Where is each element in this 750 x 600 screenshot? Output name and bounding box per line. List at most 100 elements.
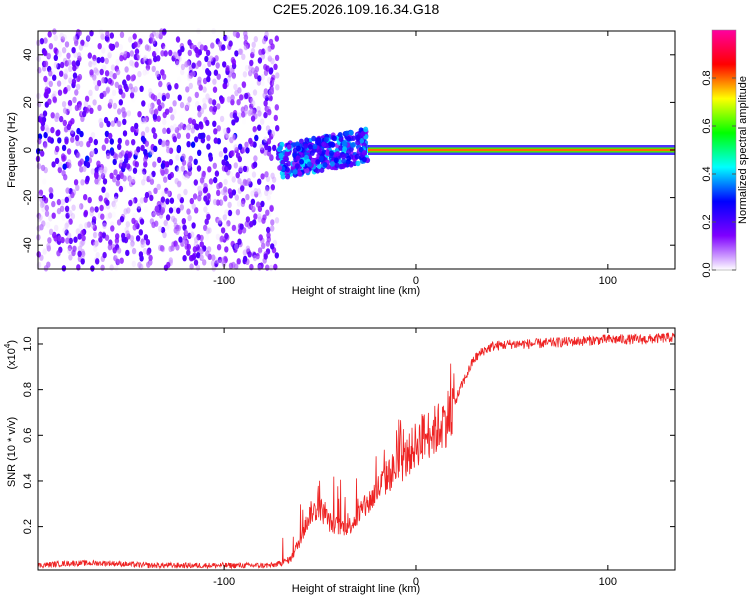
spectrogram-cell [62, 163, 67, 170]
snr-ytick-label: 0.2 [22, 519, 34, 534]
spectrogram-cell [188, 72, 194, 79]
spectrogram-cell [270, 172, 275, 179]
spectrogram-cell [241, 81, 247, 89]
spectrogram-cell [188, 82, 193, 90]
spectrogram-cell [176, 132, 181, 139]
spectrogram-cell [136, 203, 142, 210]
spectrogram-cell [57, 41, 63, 48]
spectrogram-cell [262, 92, 267, 99]
spectrogram-cell [61, 47, 67, 54]
colorbar-tick-label: 0.0 [701, 262, 713, 277]
spectrogram-cell [183, 188, 188, 196]
spectrogram-cell [151, 38, 156, 45]
spectrogram-cell [221, 189, 226, 196]
spectrogram-cell [189, 197, 194, 205]
spectrogram-cell [82, 110, 87, 118]
spectrogram-cell [265, 185, 270, 192]
spectrogram-cell [228, 40, 233, 47]
spectrogram-cell [46, 242, 51, 250]
spectrogram-cell [168, 49, 173, 57]
spectrogram-cell [260, 74, 265, 81]
spectrogram-cell [181, 218, 186, 225]
spectrogram-cell [106, 120, 111, 128]
spectrogram-cell [275, 72, 280, 79]
spectrogram-cell [180, 165, 186, 172]
spectrogram-cell [89, 69, 94, 76]
spectrogram-cell [268, 89, 273, 96]
spectrogram-cell [341, 140, 347, 147]
spectrogram-cell [43, 37, 48, 44]
spectrogram-cell [138, 168, 143, 176]
spectrogram-cell [92, 241, 98, 248]
spectrogram-cell [216, 189, 221, 197]
spectrogram-cell [312, 143, 318, 150]
colorbar-gradient [711, 29, 737, 271]
spectrogram-cell [344, 130, 350, 137]
spectrogram-cell [328, 141, 334, 147]
spectrogram-cell [55, 145, 60, 153]
spectrogram-cell [125, 139, 130, 146]
spectrogram-cell [264, 186, 269, 193]
spectrogram-cell [105, 199, 110, 206]
spectrogram-cell [174, 127, 180, 134]
spectrogram-cell [174, 165, 180, 172]
spectrogram-cell [359, 138, 365, 144]
snr-series [37, 332, 676, 570]
spectrogram-cell [118, 240, 123, 248]
spectrogram-cell [105, 30, 110, 38]
spectrogram-cell [215, 233, 221, 240]
spectrogram-cell [158, 225, 163, 233]
svg-text:(x104): (x104) [3, 340, 18, 370]
spectrogram-cell [163, 219, 168, 227]
spectrogram-cell [73, 179, 79, 186]
spectrogram-cell [284, 151, 290, 157]
spectrogram-cell [172, 100, 177, 107]
spectrogram-cell [117, 137, 123, 145]
spectrogram-cell [80, 239, 85, 247]
spectrogram-cell [355, 160, 361, 167]
spectrogram-cell [253, 187, 258, 195]
spectrogram-cell [213, 69, 219, 76]
spectrogram-cell [48, 70, 53, 77]
spectrogram-cell [193, 259, 199, 266]
spectrogram-cell [254, 191, 259, 198]
spectrogram-cell [127, 31, 132, 38]
spectrogram-cell [195, 124, 200, 131]
spectrogram-cell [98, 166, 103, 174]
spectrogram-cell [306, 161, 312, 168]
spectrogram-cell [172, 206, 177, 213]
spectrogram-cell [294, 163, 300, 169]
spectrogram-cell [177, 167, 183, 174]
spectrogram-cell [61, 78, 67, 85]
spectrogram-cell [142, 174, 148, 182]
spectrogram-cell [184, 61, 189, 68]
spectrogram-cell [177, 49, 182, 56]
spectrogram-cell [175, 60, 180, 68]
spectrogram-cell [197, 105, 202, 112]
spectrogram-cell [264, 189, 269, 196]
spectrogram-cell [231, 119, 236, 126]
colorbar-tick-label: 0.4 [701, 166, 713, 181]
spectrogram-cell [207, 60, 212, 67]
spectrogram-cell [126, 163, 131, 170]
spectrogram-cell [207, 227, 212, 234]
spectrogram-cell [110, 149, 115, 156]
spectrogram-cell [334, 162, 340, 169]
spectrogram-cell [128, 36, 133, 43]
spectrogram-cell [48, 187, 53, 194]
spectrogram-cell [323, 136, 329, 143]
spectrogram-cell [76, 203, 82, 210]
spectrogram-cell [140, 135, 146, 142]
spectrogram-cell [219, 97, 225, 105]
spectrogram-cell [186, 141, 191, 148]
spectrogram-cell [117, 120, 122, 128]
spectrogram-cell [49, 192, 54, 199]
spectrogram-cell [274, 104, 279, 111]
spectrogram-cell [249, 140, 254, 147]
spectrogram-cell [83, 100, 89, 108]
spectrogram-xtick-label: -100 [213, 275, 235, 287]
spectrogram-cell [186, 74, 192, 82]
spectrogram-cell [92, 99, 97, 106]
spectrogram-cell [64, 205, 70, 212]
spectrogram-cell [64, 196, 70, 203]
